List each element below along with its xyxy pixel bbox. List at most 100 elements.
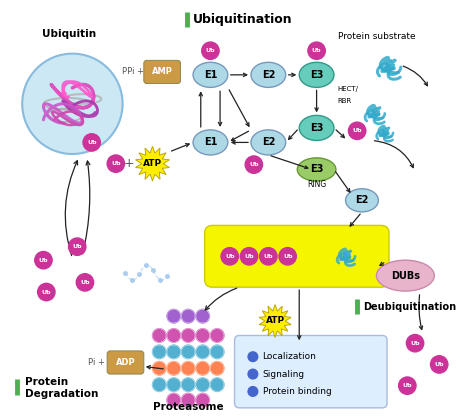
Text: Protein binding: Protein binding bbox=[263, 387, 331, 396]
Text: Pi +: Pi + bbox=[88, 358, 105, 367]
Text: E2: E2 bbox=[356, 195, 369, 205]
Text: E2: E2 bbox=[262, 137, 275, 147]
Text: Ub: Ub bbox=[435, 362, 444, 367]
Circle shape bbox=[260, 248, 277, 265]
Text: Ub: Ub bbox=[410, 341, 420, 346]
Text: ATP: ATP bbox=[265, 316, 285, 326]
Circle shape bbox=[430, 356, 448, 373]
Circle shape bbox=[210, 345, 224, 359]
Circle shape bbox=[153, 362, 166, 375]
Text: Ub: Ub bbox=[73, 244, 82, 249]
Circle shape bbox=[182, 378, 195, 391]
Text: Ub: Ub bbox=[225, 254, 235, 259]
Ellipse shape bbox=[193, 130, 228, 155]
Circle shape bbox=[107, 155, 125, 172]
Text: Ub: Ub bbox=[352, 128, 362, 133]
Circle shape bbox=[348, 122, 366, 140]
Circle shape bbox=[406, 334, 424, 352]
Text: Ub: Ub bbox=[402, 383, 412, 388]
Circle shape bbox=[182, 309, 195, 323]
Circle shape bbox=[182, 393, 195, 407]
Ellipse shape bbox=[299, 62, 334, 88]
Circle shape bbox=[153, 378, 166, 391]
Circle shape bbox=[279, 248, 296, 265]
Circle shape bbox=[196, 393, 210, 407]
Circle shape bbox=[196, 345, 210, 359]
Text: Localization: Localization bbox=[263, 352, 317, 361]
Circle shape bbox=[76, 274, 94, 291]
FancyBboxPatch shape bbox=[144, 60, 181, 83]
Text: E2: E2 bbox=[262, 70, 275, 80]
Circle shape bbox=[248, 352, 258, 362]
FancyBboxPatch shape bbox=[107, 351, 144, 374]
Ellipse shape bbox=[251, 130, 286, 155]
Text: Ubiquitination: Ubiquitination bbox=[193, 13, 292, 26]
Text: Ub: Ub bbox=[80, 280, 90, 285]
Circle shape bbox=[182, 345, 195, 359]
Circle shape bbox=[399, 377, 416, 394]
Text: Ub: Ub bbox=[39, 258, 48, 263]
Text: AMP: AMP bbox=[152, 67, 173, 76]
Circle shape bbox=[167, 345, 181, 359]
Text: Ub: Ub bbox=[249, 162, 259, 167]
FancyBboxPatch shape bbox=[235, 336, 387, 408]
Text: Proteasome: Proteasome bbox=[153, 402, 224, 412]
Text: HECT/: HECT/ bbox=[338, 86, 359, 92]
Text: Protein: Protein bbox=[25, 377, 68, 387]
Circle shape bbox=[210, 362, 224, 375]
Text: Ub: Ub bbox=[111, 161, 120, 166]
Circle shape bbox=[196, 378, 210, 391]
Polygon shape bbox=[259, 305, 291, 337]
Text: Protein substrate: Protein substrate bbox=[337, 32, 415, 41]
Text: Ubiquitin: Ubiquitin bbox=[43, 29, 97, 39]
Circle shape bbox=[182, 362, 195, 375]
Circle shape bbox=[22, 54, 123, 154]
Circle shape bbox=[248, 369, 258, 379]
Text: E1: E1 bbox=[204, 70, 217, 80]
Text: RING: RING bbox=[307, 181, 326, 189]
Text: Signaling: Signaling bbox=[263, 370, 305, 379]
Circle shape bbox=[196, 309, 210, 323]
Text: E3: E3 bbox=[310, 70, 323, 80]
Text: Deubiquitination: Deubiquitination bbox=[363, 302, 456, 311]
Ellipse shape bbox=[297, 158, 336, 181]
Text: Ub: Ub bbox=[206, 48, 215, 53]
Ellipse shape bbox=[346, 189, 378, 212]
Circle shape bbox=[167, 393, 181, 407]
Ellipse shape bbox=[251, 62, 286, 88]
Text: E3: E3 bbox=[310, 123, 323, 133]
Text: ADP: ADP bbox=[116, 358, 135, 367]
Circle shape bbox=[210, 378, 224, 391]
Text: Ub: Ub bbox=[87, 140, 96, 145]
Circle shape bbox=[221, 248, 238, 265]
Text: Ub: Ub bbox=[283, 254, 292, 259]
Text: Degradation: Degradation bbox=[25, 389, 99, 399]
Circle shape bbox=[182, 329, 195, 342]
Circle shape bbox=[210, 329, 224, 342]
Circle shape bbox=[69, 238, 86, 255]
Circle shape bbox=[245, 156, 263, 173]
Circle shape bbox=[167, 378, 181, 391]
Circle shape bbox=[308, 42, 325, 59]
Circle shape bbox=[153, 345, 166, 359]
Circle shape bbox=[167, 362, 181, 375]
Circle shape bbox=[248, 387, 258, 396]
Circle shape bbox=[167, 309, 181, 323]
FancyBboxPatch shape bbox=[205, 225, 389, 287]
Ellipse shape bbox=[299, 115, 334, 140]
Text: DUBs: DUBs bbox=[391, 271, 420, 281]
Circle shape bbox=[83, 134, 100, 151]
Circle shape bbox=[196, 329, 210, 342]
Text: E1: E1 bbox=[204, 137, 217, 147]
Ellipse shape bbox=[193, 62, 228, 88]
Text: Ub: Ub bbox=[244, 254, 254, 259]
Circle shape bbox=[153, 329, 166, 342]
Circle shape bbox=[37, 283, 55, 301]
Circle shape bbox=[167, 329, 181, 342]
Text: +: + bbox=[124, 157, 135, 170]
Text: Ub: Ub bbox=[42, 290, 51, 295]
Ellipse shape bbox=[376, 260, 434, 291]
Text: RBR: RBR bbox=[338, 98, 352, 104]
Text: PPi +: PPi + bbox=[122, 67, 144, 76]
Circle shape bbox=[240, 248, 258, 265]
